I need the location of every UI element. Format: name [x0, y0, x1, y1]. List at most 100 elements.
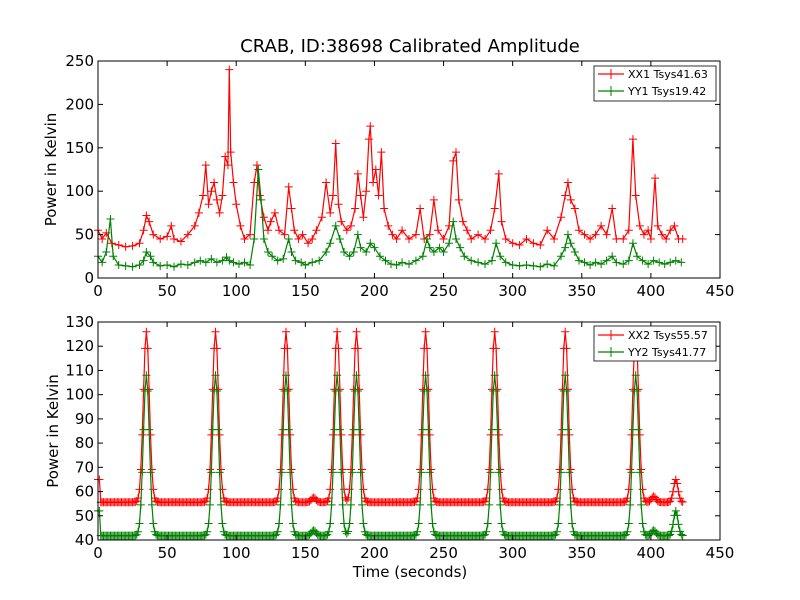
top-series-0-point	[490, 204, 499, 213]
top-series-0-point	[666, 226, 675, 235]
top-series-1-point	[268, 252, 277, 261]
top-x-tick-label: 400	[637, 282, 666, 300]
top-y-tick-label: 200	[65, 95, 94, 113]
top-y-tick-label: 100	[65, 182, 94, 200]
bottom-series-1-point	[287, 500, 296, 509]
bottom-legend-entry-1: YY2 Tsys41.77	[598, 346, 706, 359]
top-series-0-point	[236, 221, 245, 230]
top-series-1-point	[405, 260, 413, 269]
top-series-group	[94, 65, 687, 271]
bottom-series-1-point	[326, 519, 335, 528]
top-series-0-point	[575, 226, 584, 235]
bottom-series-1-point	[671, 506, 680, 515]
top-series-1-point	[297, 258, 306, 267]
top-series-1-point	[207, 254, 216, 263]
top-series-1-point	[445, 239, 454, 248]
top-series-0-point	[156, 234, 165, 243]
top-series-1-point	[387, 260, 396, 269]
top-y-tick-label: 150	[65, 139, 94, 157]
top-series-0-point	[334, 200, 343, 209]
top-series-0-point	[223, 161, 232, 170]
top-series-0-point	[429, 195, 438, 204]
top-series-0-point	[631, 191, 640, 200]
bottom-ticks: 0 50 100 150 200 250 300 350 400 450 40 50 60 70 80 90 1…	[65, 313, 734, 562]
top-series-0-point	[194, 208, 203, 217]
top-series-0-point	[508, 239, 517, 248]
bottom-series-1-point	[136, 500, 145, 509]
top-series-0-point	[439, 234, 448, 243]
top-series-1-point	[264, 247, 273, 256]
bottom-series-0-point	[138, 430, 147, 439]
top-plot-frame	[97, 60, 721, 279]
top-series-0-point	[454, 195, 463, 204]
top-series-0-point	[434, 226, 443, 235]
top-series-0-point	[411, 230, 420, 239]
top-series-1-point	[218, 256, 227, 265]
bottom-legend-label-1: YY2 Tsys41.77	[627, 346, 706, 359]
bottom-series-1-point	[276, 500, 285, 509]
top-series-1-point	[633, 252, 642, 261]
bottom-series-1-point	[273, 527, 282, 536]
top-series-0-point	[628, 135, 637, 144]
bottom-series-0-point	[214, 385, 223, 394]
top-legend-entry-1: YY1 Tsys19.42	[598, 85, 706, 98]
top-series-0-point	[515, 241, 524, 250]
top-series-1-point	[257, 195, 266, 204]
bottom-series-0-point	[486, 430, 495, 439]
bottom-series-0-point	[277, 430, 286, 439]
top-series-0-point	[163, 232, 172, 241]
top-series-0-point	[259, 213, 268, 222]
top-series-0-point	[570, 204, 579, 213]
top-series-0-point	[225, 65, 234, 74]
top-series-0-point	[167, 221, 176, 230]
top-series-1-point	[326, 239, 335, 248]
top-legend-label-0: XX1 Tsys41.63	[628, 68, 708, 81]
top-series-0-point	[353, 169, 362, 178]
bottom-series-0-point	[562, 344, 571, 353]
bottom-series-1-point	[427, 500, 436, 509]
bottom-series-1-point	[342, 529, 351, 538]
top-series-1-point	[246, 260, 255, 269]
top-x-tick-label: 150	[291, 282, 320, 300]
top-series-1-point	[487, 256, 496, 265]
top-series-1-point	[176, 260, 185, 269]
bottom-series-0-point	[359, 485, 368, 494]
bottom-series-0-point	[145, 385, 154, 394]
top-series-1-point	[550, 261, 559, 270]
top-series-1-point	[345, 252, 354, 261]
bottom-series-1-point	[678, 531, 687, 540]
top-series-1-point	[362, 247, 371, 256]
top-series-1-point	[671, 256, 680, 265]
top-series-1-point	[149, 258, 158, 267]
top-series-0-point	[398, 226, 407, 235]
top-series-0-point	[651, 174, 660, 183]
top-x-tick-label: 300	[498, 282, 527, 300]
top-series-0-point	[328, 191, 337, 200]
bottom-series-1-point	[207, 468, 216, 477]
bottom-series-0-point	[328, 430, 337, 439]
top-y-tick-label: 0	[84, 269, 94, 287]
bottom-series-0-point	[671, 475, 680, 484]
bottom-series-1-point	[667, 527, 676, 536]
top-series-1-point	[411, 256, 420, 265]
bottom-series-0-point	[345, 485, 354, 494]
bottom-series-1-point	[624, 519, 633, 528]
top-x-tick-label: 450	[706, 282, 735, 300]
bottom-series-1-point	[217, 500, 226, 509]
top-legend-entry-0: XX1 Tsys41.63	[598, 68, 708, 81]
top-series-0-point	[405, 234, 413, 243]
top-series-0-point	[392, 234, 401, 243]
bottom-y-tick-label: 90	[75, 410, 94, 428]
bottom-series-1-point	[134, 527, 143, 536]
top-series-1-point	[142, 247, 151, 256]
bottom-series-1-point	[211, 371, 220, 380]
top-series-1-point	[570, 247, 579, 256]
top-series-1-point	[250, 234, 259, 243]
bottom-series-1-point	[214, 425, 223, 434]
top-series-0-point	[201, 161, 210, 170]
bottom-x-tick-label: 150	[291, 544, 320, 562]
top-series-0-point	[522, 234, 531, 243]
bottom-series-1-point	[215, 468, 224, 477]
bottom-series-0-point	[563, 385, 572, 394]
